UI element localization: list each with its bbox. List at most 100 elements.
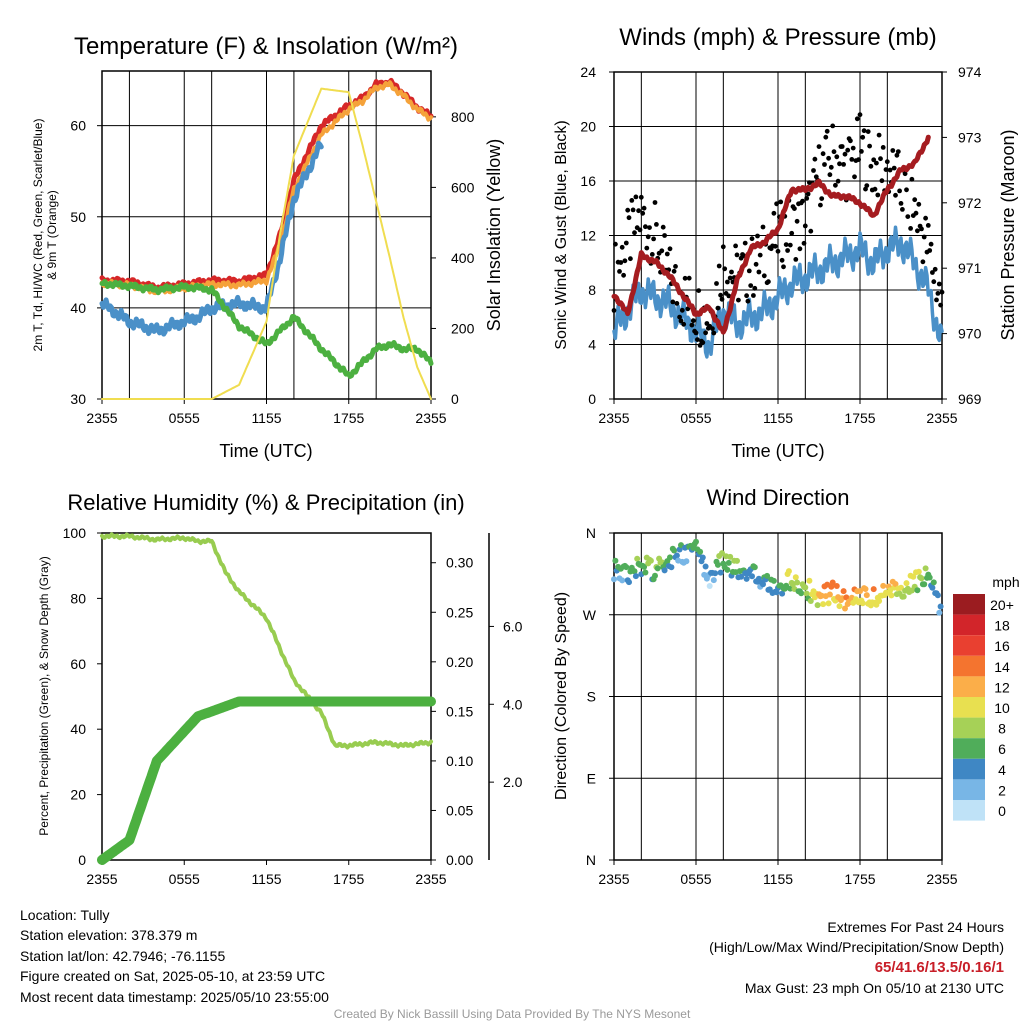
wind-gust-point <box>835 178 841 184</box>
dir-legend-label: 4 <box>998 762 1006 778</box>
wind-gust-point <box>872 186 878 192</box>
dir-point <box>794 579 801 586</box>
dir-ytick-label: N <box>586 852 596 868</box>
dir-point <box>760 581 766 588</box>
wind-gust-point <box>752 285 758 291</box>
temp-y2tick-label: 400 <box>451 250 475 266</box>
dir-point <box>671 547 678 554</box>
wind-gust-point <box>696 288 702 293</box>
dir-point <box>668 564 675 571</box>
rh-y3tick-label: 2.0 <box>503 774 523 790</box>
wind-gust-point <box>755 233 760 239</box>
wind-ytick-label: 4 <box>588 337 596 353</box>
dir-point <box>619 577 626 584</box>
dir-legend-swatch <box>953 676 985 697</box>
dir-point <box>803 590 810 597</box>
wind-gust-point <box>613 241 618 247</box>
wind-gust-point <box>761 273 767 279</box>
wind-gust-point <box>842 151 848 157</box>
dir-point <box>634 555 641 562</box>
wind-gust-point <box>939 289 945 295</box>
temp-y2label: Solar Insolation (Yellow) <box>484 139 504 331</box>
wind-gust-point <box>641 205 647 211</box>
dir-point <box>623 564 630 571</box>
dir-legend-swatch <box>953 594 985 615</box>
dir-legend-label: 20+ <box>990 597 1014 613</box>
wind-gust-point <box>711 330 717 336</box>
rh-ytick-label: 20 <box>70 787 86 803</box>
wind-gust-point <box>778 199 784 205</box>
wind-xtick-label: 1155 <box>763 410 793 426</box>
dir-point <box>612 557 619 564</box>
wind-gust-point <box>670 299 676 305</box>
dir-point <box>876 598 883 604</box>
rh-title: Relative Humidity (%) & Precipitation (i… <box>67 490 464 515</box>
wind-gust-point <box>673 264 678 269</box>
wind-ytick-label: 16 <box>580 173 596 189</box>
wind-gust-point <box>890 148 896 153</box>
extremes-subtitle: (High/Low/Max Wind/Precipitation/Snow De… <box>709 939 1004 956</box>
rh-series-precip <box>97 696 436 865</box>
wind-gust-point <box>828 164 834 170</box>
wind-gust-point <box>625 207 631 213</box>
dir-point <box>910 573 917 580</box>
wind-gust-point <box>805 191 811 197</box>
wind-gust-point <box>633 194 639 200</box>
rh-ytick-label: 0 <box>78 852 86 868</box>
wind-ytick-label: 0 <box>588 391 596 407</box>
wind-gust-point <box>824 128 830 134</box>
wind-gust-point <box>868 163 874 169</box>
wind-gust-point <box>700 340 706 345</box>
wind-gust-point <box>876 132 882 138</box>
wind-ytick-label: 20 <box>580 119 596 135</box>
temp-ytick-label: 50 <box>70 209 86 225</box>
dir-point <box>654 565 661 572</box>
dir-point <box>880 582 887 589</box>
wind-gust-point <box>785 248 790 253</box>
dir-point <box>918 575 925 582</box>
wind-gust-point <box>865 129 871 135</box>
wind-gust-point <box>787 242 793 248</box>
wind-gust-point <box>931 279 937 285</box>
wind-series-pressure <box>611 134 931 335</box>
wind-gust-point <box>792 206 797 212</box>
wind-gust-point <box>879 178 885 184</box>
max-gust: Max Gust: 23 mph On 05/10 at 2130 UTC <box>744 980 1004 997</box>
wind-gust-point <box>689 322 695 328</box>
temp-xtick-label: 1755 <box>333 410 364 426</box>
dir-point <box>833 583 840 589</box>
dir-point <box>764 572 771 579</box>
wind-gust-point <box>748 283 754 288</box>
wind-gust-point <box>621 272 626 278</box>
wind-gust-point <box>622 258 628 264</box>
temp-xtick-label: 2355 <box>415 410 446 426</box>
temp-xtick-label: 0555 <box>169 410 200 426</box>
rh-xtick-label: 0555 <box>169 871 200 887</box>
dir-xtick-label: 1155 <box>763 871 793 887</box>
wind-gust-point <box>749 236 755 242</box>
dir-legend-label: 8 <box>998 721 1006 737</box>
dir-point <box>859 600 866 607</box>
wind-gust-point <box>934 297 939 303</box>
rh-y2tick-label: 0.15 <box>446 703 473 719</box>
dir-point <box>870 586 877 593</box>
wind-gust-point <box>837 161 842 167</box>
wind-gust-point <box>894 152 900 158</box>
wind-gust-point <box>647 225 652 231</box>
dir-point <box>725 559 732 566</box>
dir-point <box>825 600 832 607</box>
wind-gust-point <box>848 138 853 144</box>
rh-y2tick-label: 0.10 <box>446 753 473 769</box>
dir-point <box>632 573 639 580</box>
dir-point <box>743 575 750 582</box>
wind-gust-point <box>936 281 942 287</box>
dir-point <box>842 605 848 612</box>
rh-ytick-label: 80 <box>70 590 86 606</box>
wind-y2tick-label: 970 <box>958 326 982 342</box>
wind-gust-point <box>681 321 687 327</box>
dir-point <box>734 557 740 564</box>
dir-point <box>903 580 910 587</box>
wind-gust-point <box>771 210 777 216</box>
wind-gust-point <box>923 215 928 221</box>
wind-gust-point <box>678 318 684 324</box>
